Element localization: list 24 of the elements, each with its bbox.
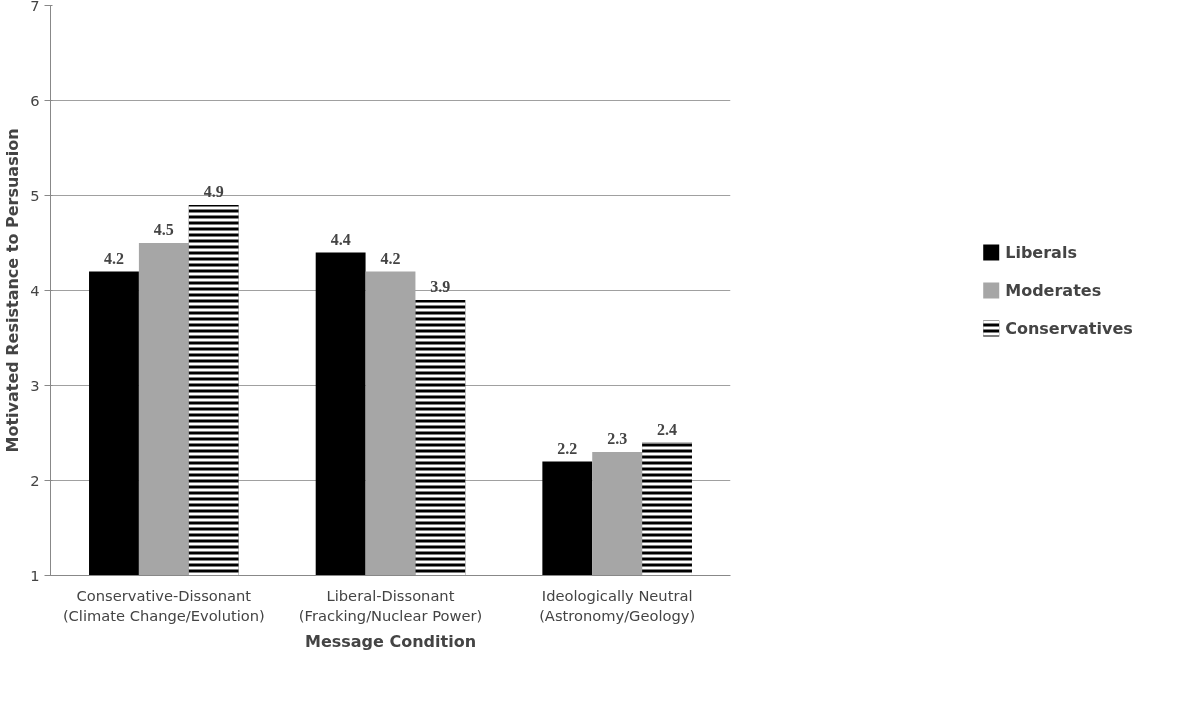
x-tick-label: Conservative-Dissonant (Climate Change/Evolution) xyxy=(62,586,265,624)
data-label: 2.2 xyxy=(557,439,578,457)
y-tick-label: 3 xyxy=(30,376,40,394)
x-tick-label: Ideologically Neutral (Astronomy/Geology) xyxy=(539,586,696,624)
x-tick-label: Liberal-Dissonant (Fracking/Nuclear Power) xyxy=(298,586,483,624)
y-tick-label: 4 xyxy=(30,281,40,299)
data-label: 2.3 xyxy=(607,430,628,447)
y-tick-label: 5 xyxy=(30,186,40,204)
y-tick-label: 6 xyxy=(30,91,40,109)
data-label: 3.9 xyxy=(430,278,451,295)
legend-label: Liberals xyxy=(1005,242,1077,262)
y-tick-label: 7 xyxy=(30,0,40,14)
x-axis-title: Message Condition xyxy=(304,631,477,651)
data-label: 4.4 xyxy=(330,230,351,248)
y-tick-label: 1 xyxy=(30,566,40,584)
legend-label: Conservatives xyxy=(1005,318,1133,338)
data-label: 4.2 xyxy=(380,249,401,267)
legend-label: Moderates xyxy=(1005,280,1102,300)
y-axis-title: Motivated Resistance to Persuasion xyxy=(3,128,23,453)
y-tick-label: 2 xyxy=(30,471,40,489)
data-label: 4.9 xyxy=(203,183,224,200)
data-label: 4.5 xyxy=(153,221,174,238)
data-label: 4.2 xyxy=(103,249,124,267)
data-label: 2.4 xyxy=(657,420,678,438)
